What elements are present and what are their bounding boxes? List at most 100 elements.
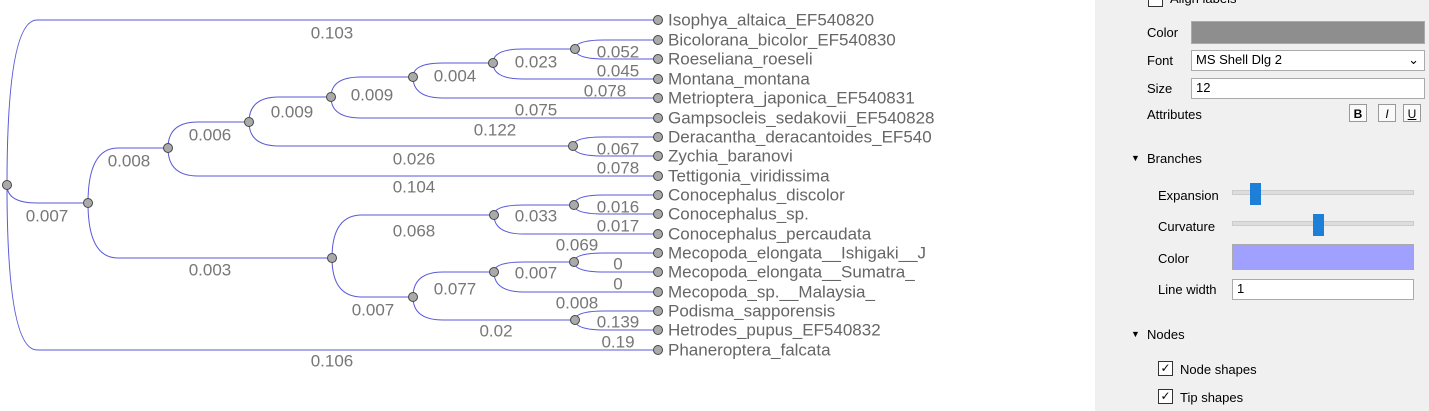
italic-button[interactable]: I [1378, 104, 1396, 122]
label: Node shapes [1180, 362, 1257, 377]
branch-label: 0.007 [515, 263, 558, 282]
tip-label: Tettigonia_viridissima [668, 166, 830, 185]
value: 12 [1196, 80, 1211, 95]
branch-label: 0.008 [556, 293, 599, 312]
branch-label: 0.104 [393, 177, 436, 196]
node [653, 151, 663, 161]
underline-button[interactable]: U [1403, 104, 1421, 122]
branch-label: 0.075 [515, 100, 558, 119]
node [653, 132, 663, 142]
node [653, 35, 663, 45]
node [489, 267, 499, 277]
branch-label: 0.078 [584, 81, 627, 100]
node [653, 54, 663, 64]
section-header[interactable]: Branches [1147, 151, 1202, 166]
label: Color [1158, 251, 1190, 266]
tip-label: Deracantha_deracantoides_EF540 [668, 127, 932, 146]
label: Font [1147, 53, 1174, 68]
color-swatch[interactable] [1232, 244, 1414, 270]
line-width-spinbox[interactable]: 1 [1232, 279, 1414, 300]
value: MS Shell Dlg 2 [1196, 52, 1282, 67]
branch-label: 0 [613, 274, 622, 293]
tip-label: Podisma_sapporensis [668, 301, 835, 320]
checkbox[interactable]: ✓ [1158, 389, 1173, 404]
color-swatch[interactable] [1191, 21, 1425, 44]
label: Curvature [1158, 219, 1216, 234]
tip-label: Mecopoda_sp.__Malaysia_ [668, 282, 876, 301]
branch [87, 147, 168, 204]
tip-label: Hetrodes_pupus_EF540832 [668, 320, 881, 339]
align-checkbox[interactable] [1148, 0, 1163, 7]
node [653, 209, 663, 219]
bold-button[interactable]: B [1349, 104, 1367, 122]
node [163, 143, 173, 153]
branch-label: 0.023 [515, 52, 558, 71]
curvature-slider[interactable] [1313, 214, 1324, 236]
branch [6, 184, 658, 351]
expansion-slider[interactable] [1250, 183, 1261, 205]
tip-label: Mecopoda_elongata__Sumatra_ [668, 262, 915, 281]
tree-view: Isophya_altaica_EF540820Bicolorana_bicol… [2, 10, 935, 370]
branch-label: 0.009 [271, 102, 314, 121]
node [653, 171, 663, 181]
font-select[interactable]: MS Shell Dlg 2 ⌄ [1191, 50, 1425, 71]
slider-track [1232, 190, 1414, 195]
tip-label: Mecopoda_elongata__Ishigaki__J [668, 243, 926, 262]
branch [248, 121, 573, 147]
branch [167, 147, 658, 177]
node [653, 93, 663, 103]
branch-label: 0.106 [311, 351, 354, 370]
branch-label: 0.103 [311, 23, 354, 42]
tip-label: Bicolorana_bicolor_EF540830 [668, 30, 896, 49]
label: Tip shapes [1180, 390, 1244, 405]
label: Attributes [1147, 107, 1202, 122]
branch [6, 184, 88, 204]
label: Line width [1158, 282, 1217, 297]
branch-label: 0.19 [601, 332, 634, 351]
node [653, 267, 663, 277]
value: 1 [1237, 281, 1245, 296]
node [408, 72, 418, 82]
tip-label: Conocephalus_sp. [668, 204, 809, 223]
branch-label: 0.069 [556, 235, 599, 254]
node [570, 44, 580, 54]
tip-label: Roeseliana_roeseli [668, 49, 813, 68]
node [327, 253, 337, 263]
node [653, 15, 663, 25]
tip-label: Isophya_altaica_EF540820 [668, 10, 874, 29]
branch-label: 0.077 [434, 279, 477, 298]
tip-label: Conocephalus_discolor [668, 185, 845, 204]
node [653, 345, 663, 355]
node [326, 92, 336, 102]
node [653, 229, 663, 239]
branch-label: 0.139 [597, 312, 640, 331]
branch-label: 0.007 [26, 206, 69, 225]
checkbox[interactable]: ✓ [1158, 361, 1173, 376]
node [568, 141, 578, 151]
branch-label: 0.008 [108, 151, 151, 170]
node [489, 210, 499, 220]
branch [167, 121, 249, 149]
node [653, 287, 663, 297]
size-spinbox[interactable]: 12 [1191, 78, 1425, 99]
node [488, 58, 498, 68]
branch-label: 0.122 [474, 120, 517, 139]
label: Align labels [1170, 0, 1237, 6]
tip-label: Gampsocleis_sedakovii_EF540828 [668, 108, 935, 127]
branch-label: 0.016 [597, 197, 640, 216]
branch-label: 0.045 [597, 61, 640, 80]
label: Expansion [1158, 188, 1219, 203]
branch [87, 202, 332, 259]
branch-label: 0.033 [515, 206, 558, 225]
node [653, 74, 663, 84]
branch-label: 0.003 [189, 260, 232, 279]
node [653, 306, 663, 316]
section-header[interactable]: Nodes [1147, 327, 1185, 342]
node [653, 190, 663, 200]
branch-label: 0.006 [189, 125, 232, 144]
node [244, 117, 254, 127]
branch-label: 0.009 [351, 85, 394, 104]
branch-label: 0.078 [597, 158, 640, 177]
branch [412, 296, 575, 321]
